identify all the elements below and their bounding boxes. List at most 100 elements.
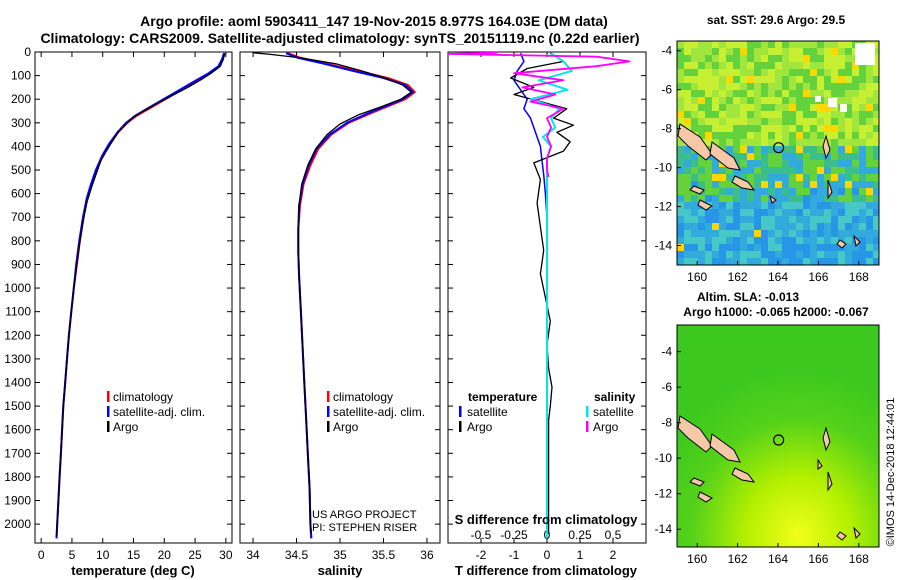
sst-cell [789,97,796,104]
sst-cell [775,62,782,69]
sst-cell [761,118,768,125]
series-line-argo [252,52,412,534]
sst-cell [782,160,789,167]
sst-cell [789,209,796,216]
sst-cell [852,76,859,83]
sst-cell [726,146,733,153]
sst-cell [873,118,879,125]
sst-cell [761,237,768,244]
difference-x2-axis: -0.5 -0.25 0 0.25 0.5 [471,528,622,542]
island-shape [697,199,713,211]
sst-cell [768,41,775,48]
sst-cell [873,202,879,209]
sst-missing-cell [840,104,847,112]
sst-cell [866,195,873,202]
sst-cell [831,174,838,181]
sst-cell [712,62,719,69]
sst-cell [705,237,712,244]
sst-cell [817,153,824,160]
sst-cell [747,237,754,244]
sst-cell [747,251,754,258]
sst-cell [810,209,817,216]
sst-cell [712,97,719,104]
sst-cell [754,41,761,48]
sst-cell [691,244,698,251]
difference-y-ticks [448,51,646,525]
sst-cell [768,83,775,90]
x-tick-label: -1 [509,548,520,562]
island-shape [769,194,777,204]
sst-cell [831,132,838,139]
x-tick-label: 34.5 [285,548,309,562]
sst-cell [803,97,810,104]
x-tick-label: 35 [333,548,347,562]
sst-cell [845,174,852,181]
sst-cell [677,55,684,62]
sst-cell [859,97,866,104]
y-tick-label: 200 [11,92,31,106]
sst-cell [691,202,698,209]
sst-cell [824,216,831,223]
sst-cell [796,111,803,118]
sst-cell [803,83,810,90]
sst-cell [838,188,845,195]
sst-cell [754,195,761,202]
sst-cell [698,76,705,83]
sst-cell [775,97,782,104]
sst-cell [733,139,740,146]
sst-cell [747,174,754,181]
sst-cell [831,188,838,195]
sst-cell [838,41,845,48]
sst-cell [761,132,768,139]
sst-cell [768,237,775,244]
sst-missing-cell [815,96,821,102]
sst-cell [740,55,747,62]
sst-cell [677,76,684,83]
sst-cell [845,111,852,118]
island-shape [836,531,847,541]
sst-cell [740,244,747,251]
sst-cell [719,90,726,97]
sst-cell [705,125,712,132]
sst-cell [733,125,740,132]
sst-cell [712,160,719,167]
sst-cell [852,69,859,76]
sst-cell [754,244,761,251]
sst-cell [768,139,775,146]
sst-cell [852,118,859,125]
map-x-tick-label: 166 [808,270,828,284]
sst-cell [705,181,712,188]
sst-cell [761,209,768,216]
sst-cell [747,90,754,97]
sst-cell [782,90,789,97]
sst-cell [782,244,789,251]
sst-cell [747,216,754,223]
map-x-tick-label: 168 [849,552,869,566]
sst-cell [691,97,698,104]
sst-cell [733,62,740,69]
sst-cell [782,111,789,118]
sst-cell [768,244,775,251]
sst-cell [810,216,817,223]
sst-cell [775,125,782,132]
sst-cell [719,83,726,90]
sst-cell [712,48,719,55]
sst-cell [726,209,733,216]
map-x-tick-label: 168 [849,270,869,284]
sst-cell [761,48,768,55]
sst-cell [733,251,740,258]
sst-cell [677,146,684,153]
sst-cell [754,48,761,55]
sst-cell [768,97,775,104]
temperature-x-axis: 0 5 10 15 20 25 30 [38,52,233,562]
sst-cell [796,181,803,188]
sst-cell [810,237,817,244]
sst-cell [852,153,859,160]
credit-project: US ARGO PROJECT [312,509,417,521]
sst-cell [705,139,712,146]
sst-cell [719,251,726,258]
map-x-tick-label: 162 [728,270,748,284]
sst-cell [824,55,831,62]
sst-cell [789,167,796,174]
sst-cell [768,160,775,167]
